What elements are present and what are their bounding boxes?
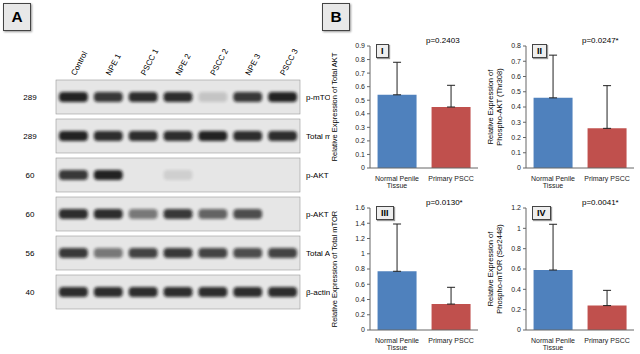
svg-text:0.3: 0.3 — [511, 119, 521, 126]
svg-text:0.4: 0.4 — [511, 286, 521, 293]
svg-text:Total mTOR: Total mTOR — [306, 132, 330, 141]
svg-text:60: 60 — [26, 210, 35, 219]
html-text:III: III — [381, 208, 389, 218]
html-text:p=0.0247*: p=0.0247* — [582, 36, 619, 45]
svg-text:p-AKT (Thr308): p-AKT (Thr308) — [306, 210, 330, 219]
svg-text:Phospho-mTOR (Ser2448): Phospho-mTOR (Ser2448) — [495, 224, 504, 314]
svg-text:NPE 2: NPE 2 — [174, 52, 193, 77]
svg-text:Relative Expression of: Relative Expression of — [486, 231, 495, 307]
svg-text:1.6: 1.6 — [355, 204, 365, 211]
svg-text:Phospho-AKT (Thr308): Phospho-AKT (Thr308) — [495, 68, 504, 146]
svg-text:PSCC 1: PSCC 1 — [139, 47, 161, 77]
svg-text:289: 289 — [23, 93, 37, 102]
svg-text:0.3: 0.3 — [355, 124, 365, 131]
svg-text:0.7: 0.7 — [355, 70, 365, 77]
svg-text:β-actin: β-actin — [306, 288, 330, 297]
html-text:p=0.0130*: p=0.0130* — [426, 198, 463, 207]
svg-text:0: 0 — [361, 326, 365, 333]
svg-text:0.5: 0.5 — [355, 97, 365, 104]
svg-text:Normal PenileTissue: Normal PenileTissue — [375, 175, 419, 189]
html-text:B: B — [330, 8, 342, 25]
svg-text:1.4: 1.4 — [355, 220, 365, 227]
svg-text:0: 0 — [517, 164, 521, 171]
svg-text:0.6: 0.6 — [511, 265, 521, 272]
svg-text:0.2: 0.2 — [355, 311, 365, 318]
svg-text:0.4: 0.4 — [355, 110, 365, 117]
svg-text:0.8: 0.8 — [511, 245, 521, 252]
svg-text:0.2: 0.2 — [355, 137, 365, 144]
svg-text:40: 40 — [26, 288, 35, 297]
svg-text:0.1: 0.1 — [355, 151, 365, 158]
svg-text:0.9: 0.9 — [355, 42, 365, 49]
svg-text:Primary PSCC: Primary PSCC — [584, 337, 630, 345]
svg-text:60: 60 — [26, 171, 35, 180]
svg-text:PSCC 3: PSCC 3 — [278, 47, 300, 77]
svg-text:56: 56 — [26, 249, 35, 258]
svg-text:Normal PenileTissue: Normal PenileTissue — [531, 337, 575, 351]
svg-text:1: 1 — [517, 225, 521, 232]
html-text:I: I — [381, 46, 384, 56]
html-text:IV: IV — [537, 208, 546, 218]
svg-text:NPE 3: NPE 3 — [244, 52, 263, 77]
svg-text:0.6: 0.6 — [355, 83, 365, 90]
svg-text:0: 0 — [517, 326, 521, 333]
svg-text:p-AKT (Ser473): p-AKT (Ser473) — [306, 171, 330, 180]
svg-text:0.7: 0.7 — [511, 58, 521, 65]
svg-text:Total AKT: Total AKT — [306, 249, 330, 258]
svg-text:0.4: 0.4 — [511, 103, 521, 110]
svg-text:p-mTOR (Ser2448): p-mTOR (Ser2448) — [306, 93, 330, 102]
svg-text:Control: Control — [69, 50, 89, 77]
svg-text:Relative Expression of: Relative Expression of — [486, 69, 495, 145]
svg-text:0.8: 0.8 — [355, 56, 365, 63]
svg-text:Relative Expression of Total A: Relative Expression of Total AKT — [330, 52, 339, 161]
svg-text:1.2: 1.2 — [355, 235, 365, 242]
svg-text:Primary PSCC: Primary PSCC — [584, 175, 630, 183]
svg-text:Primary PSCC: Primary PSCC — [428, 337, 474, 345]
svg-text:0.6: 0.6 — [355, 281, 365, 288]
svg-text:PSCC 2: PSCC 2 — [209, 47, 231, 77]
svg-text:0.2: 0.2 — [511, 306, 521, 313]
svg-text:0.8: 0.8 — [355, 265, 365, 272]
html-text:II: II — [537, 46, 542, 56]
svg-text:0.5: 0.5 — [511, 88, 521, 95]
svg-text:Normal PenileTissue: Normal PenileTissue — [531, 175, 575, 189]
html-text:A: A — [11, 8, 23, 25]
html-text:p=0.0041*: p=0.0041* — [582, 198, 619, 207]
svg-text:289: 289 — [23, 132, 37, 141]
html-text:p=0.2403: p=0.2403 — [426, 36, 460, 45]
svg-text:0.4: 0.4 — [355, 296, 365, 303]
svg-text:Relative Expression of Total m: Relative Expression of Total mTOR — [330, 210, 339, 327]
svg-text:0.8: 0.8 — [511, 42, 521, 49]
svg-text:0.1: 0.1 — [511, 149, 521, 156]
svg-text:0.2: 0.2 — [511, 134, 521, 141]
svg-text:0.6: 0.6 — [511, 73, 521, 80]
svg-text:1.2: 1.2 — [511, 204, 521, 211]
svg-text:Normal PenileTissue: Normal PenileTissue — [375, 337, 419, 351]
svg-text:0: 0 — [361, 164, 365, 171]
svg-text:1: 1 — [361, 250, 365, 257]
svg-text:NPE 1: NPE 1 — [104, 52, 123, 77]
svg-text:Primary PSCC: Primary PSCC — [428, 175, 474, 183]
